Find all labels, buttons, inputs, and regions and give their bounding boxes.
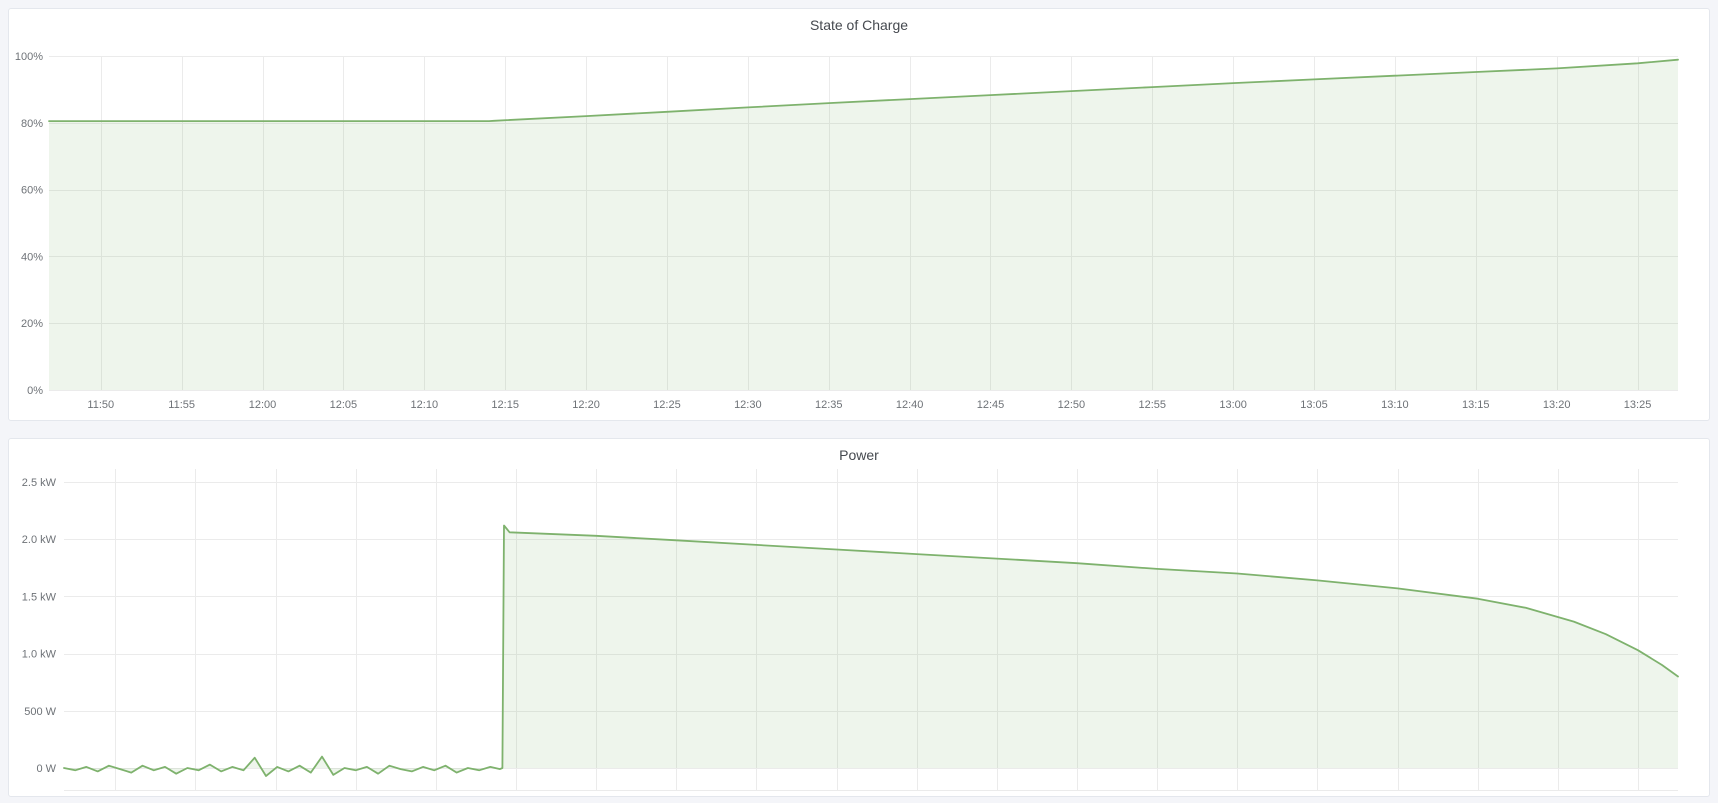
x-axis-tick-label: 13:00 [1219, 399, 1247, 411]
y-axis-tick-label: 2.5 kW [22, 477, 57, 489]
x-axis-tick-label: 12:55 [1138, 399, 1166, 411]
x-axis-tick-label: 12:40 [896, 399, 924, 411]
x-axis-tick-label: 12:50 [1058, 399, 1086, 411]
panel-title-state-of-charge[interactable]: State of Charge [809, 17, 909, 33]
y-axis-tick-label: 1.5 kW [22, 591, 57, 603]
y-axis-tick-label: 60% [21, 185, 43, 197]
panel-state-of-charge: State of Charge 0% 20% 40% 60% 80% 100% 11:50 1… [8, 8, 1710, 421]
x-axis-tick-label: 12:20 [572, 399, 600, 411]
x-axis-tick-label: 12:15 [491, 399, 519, 411]
x-axis-tick-label: 13:05 [1300, 399, 1328, 411]
series-area-fill [49, 59, 1678, 390]
x-axis-tick-label: 12:35 [815, 399, 843, 411]
x-axis-tick-label: 12:05 [330, 399, 358, 411]
x-axis-tick-label: 13:25 [1624, 399, 1652, 411]
y-axis-tick-label: 40% [21, 251, 43, 263]
y-axis-tick-label: 1.0 kW [22, 649, 57, 661]
x-axis-tick-label: 11:55 [168, 399, 195, 411]
panel-title-power[interactable]: Power [839, 447, 879, 463]
x-axis-tick-label: 12:25 [653, 399, 681, 411]
y-axis-tick-label: 20% [21, 318, 43, 330]
series-line [63, 524, 1679, 777]
panel-power: Power 0 W 500 W 1.0 kW 1.5 kW 2.0 kW 2.5 kW [8, 438, 1710, 797]
x-axis-tick-label: 13:15 [1462, 399, 1490, 411]
x-axis-tick-label: 13:10 [1381, 399, 1409, 411]
y-axis-tick-label: 0 W [36, 763, 56, 775]
y-axis-tick-label: 500 W [24, 706, 56, 718]
y-axis-tick-label: 80% [21, 118, 43, 130]
soc-chart-canvas[interactable]: 0% 20% 40% 60% 80% 100% 11:50 11:55 12:00 12:05 12… [9, 39, 1709, 420]
y-axis-tick-label: 0% [27, 385, 43, 397]
x-axis-tick-label: 12:45 [977, 399, 1005, 411]
series-area-fill [64, 525, 1678, 776]
x-axis-tick-label: 11:50 [87, 399, 114, 411]
power-chart-canvas[interactable]: 0 W 500 W 1.0 kW 1.5 kW 2.0 kW 2.5 kW [9, 469, 1709, 796]
series-line [48, 58, 1679, 122]
y-axis-tick-label: 2.0 kW [22, 534, 57, 546]
x-axis-tick-label: 12:00 [249, 399, 277, 411]
y-axis-tick-label: 100% [15, 51, 43, 63]
x-axis-tick-label: 12:30 [734, 399, 762, 411]
x-axis-tick-label: 13:20 [1543, 399, 1571, 411]
x-axis-tick-label: 12:10 [411, 399, 439, 411]
